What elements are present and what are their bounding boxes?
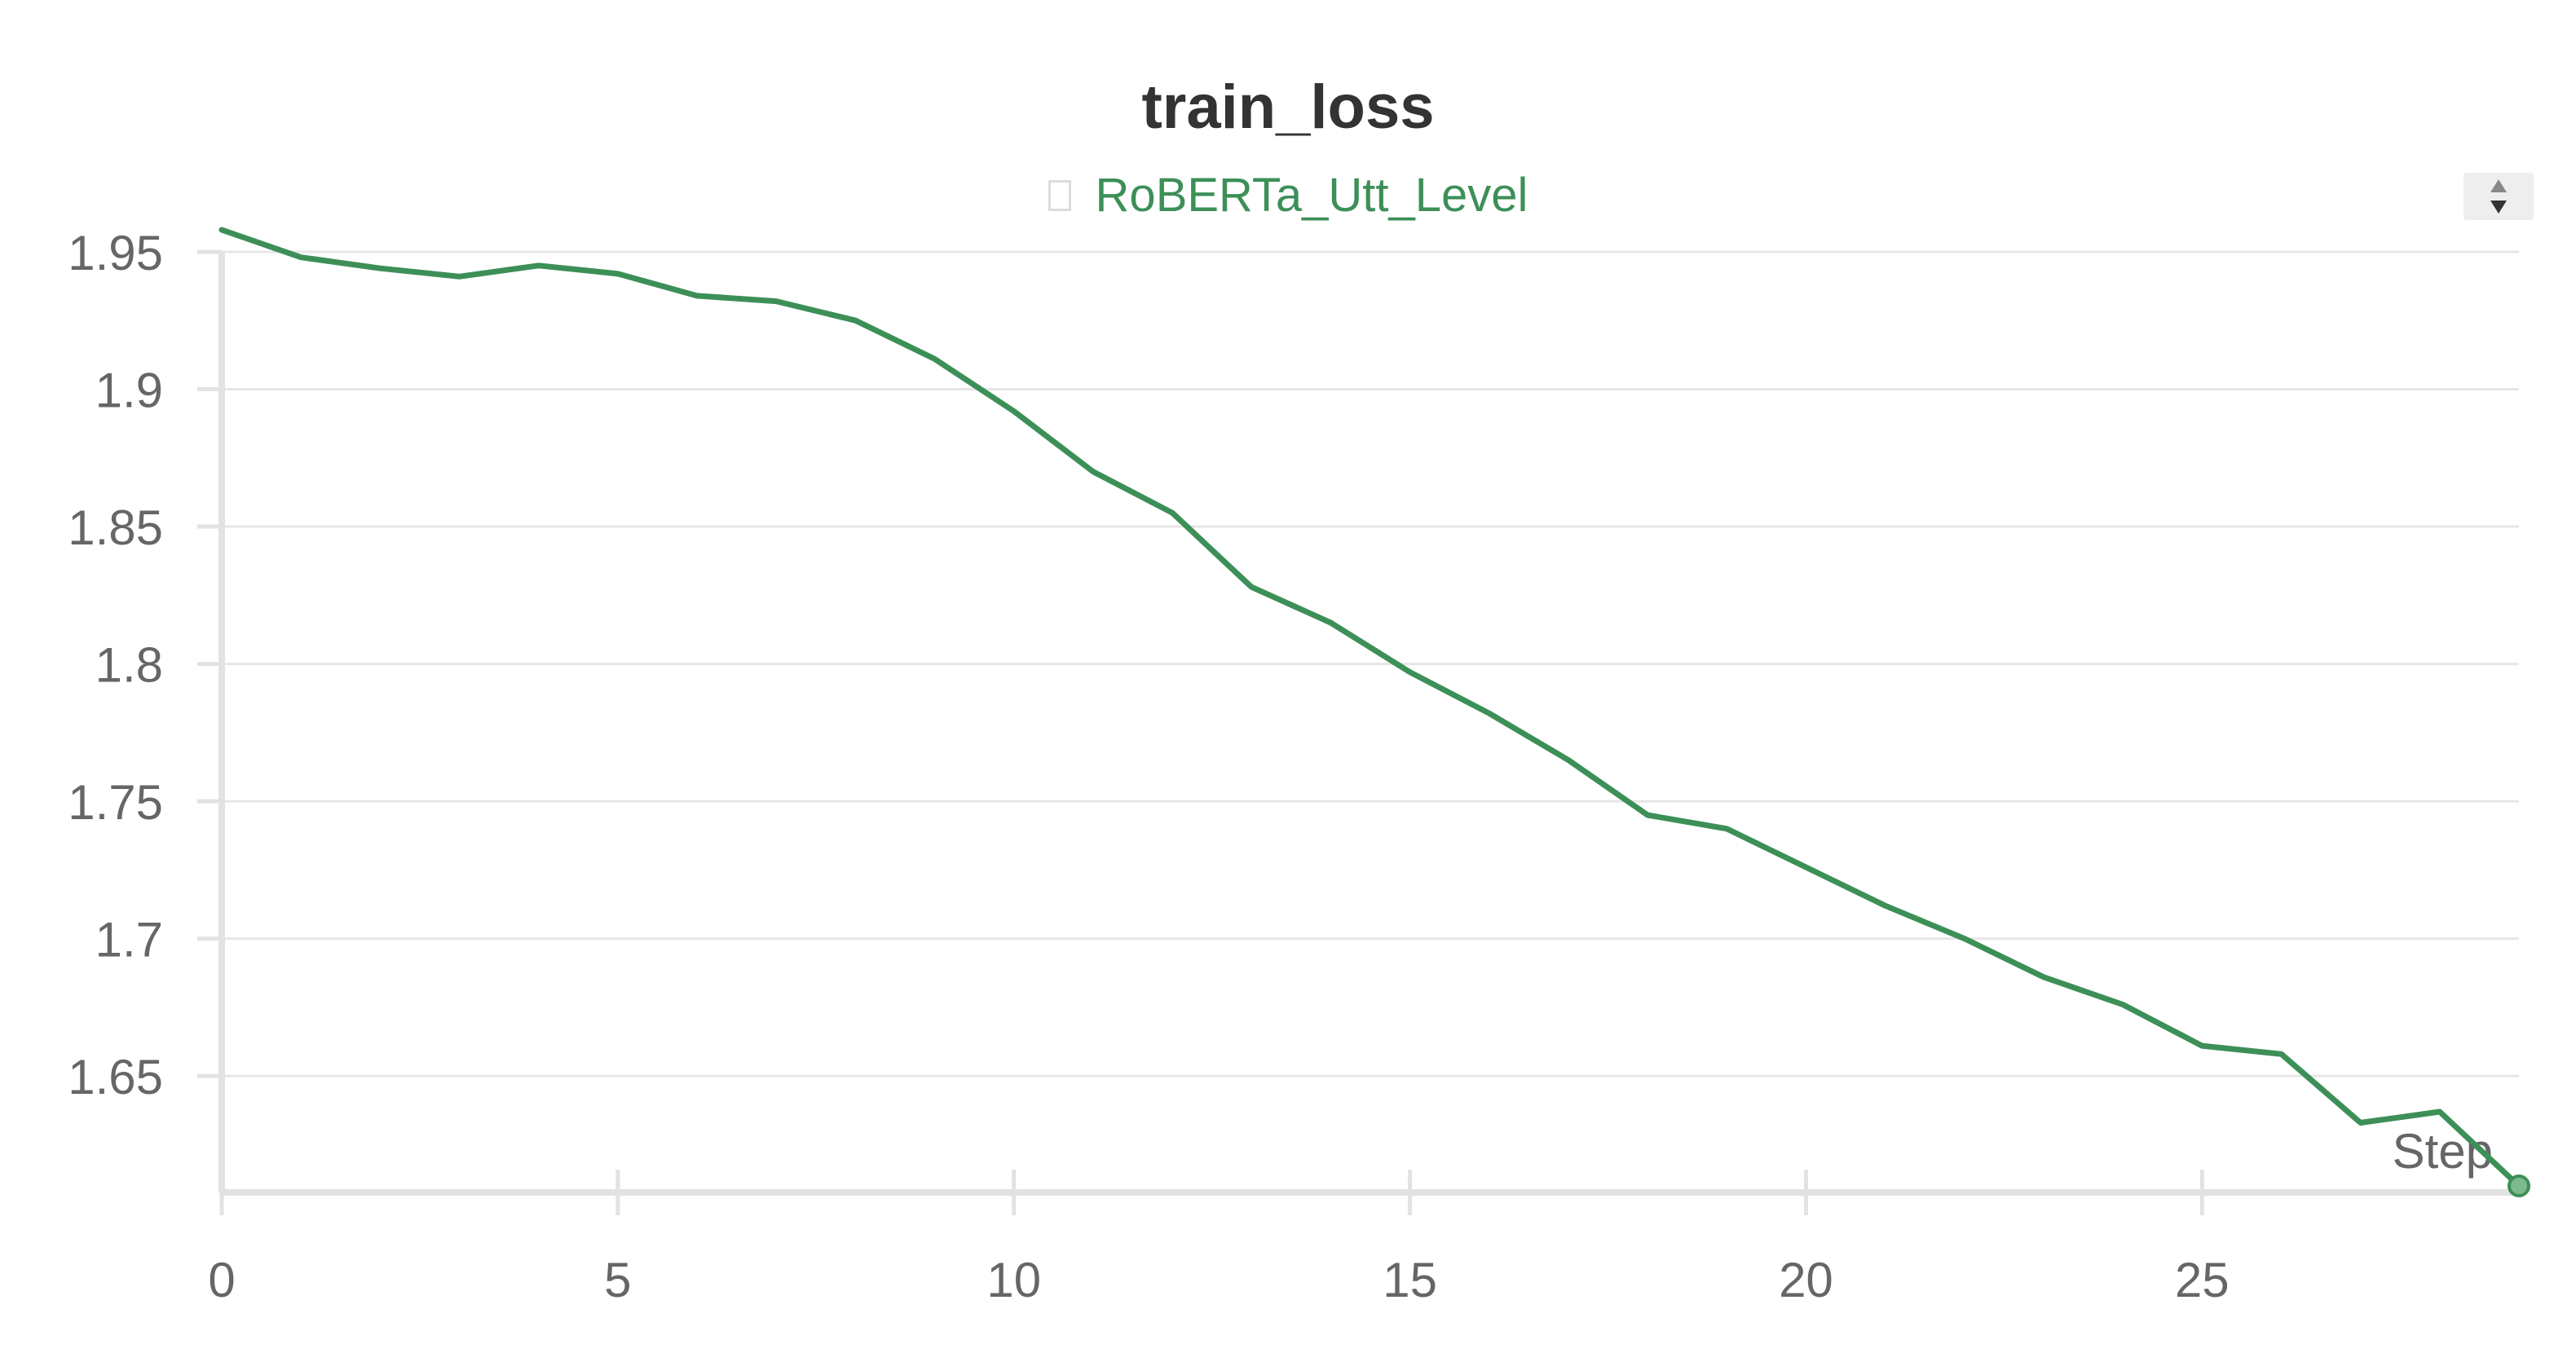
x-tick-label: 5 — [604, 1253, 631, 1307]
y-tick-label: 1.8 — [95, 638, 163, 693]
y-tick-label: 1.75 — [68, 775, 163, 830]
legend-entry-label[interactable]: RoBERTa_Utt_Level — [1095, 169, 1528, 222]
legend-checkbox-icon[interactable] — [1048, 179, 1071, 211]
y-tick-label: 1.85 — [68, 500, 163, 555]
y-tick-label: 1.9 — [95, 364, 163, 418]
y-tick-label: 1.65 — [68, 1050, 163, 1104]
x-tick-label: 10 — [986, 1253, 1041, 1307]
x-axis-label: Step — [2393, 1124, 2493, 1179]
legend-scroll-control[interactable] — [2464, 173, 2534, 220]
series-line — [218, 227, 2522, 1189]
x-tick-label: 20 — [1779, 1253, 1833, 1307]
x-tick-label: 25 — [2175, 1253, 2230, 1307]
y-tick-label: 1.7 — [95, 913, 163, 967]
chart-title: train_loss — [1141, 73, 1435, 142]
x-tick-label: 15 — [1383, 1253, 1437, 1307]
y-tick-label: 1.95 — [68, 226, 163, 280]
legend: RoBERTa_Utt_Level — [0, 168, 2576, 223]
sort-arrows-icon[interactable] — [2464, 173, 2534, 220]
x-tick-label: 0 — [208, 1253, 235, 1307]
series-end-point — [2508, 1175, 2530, 1197]
